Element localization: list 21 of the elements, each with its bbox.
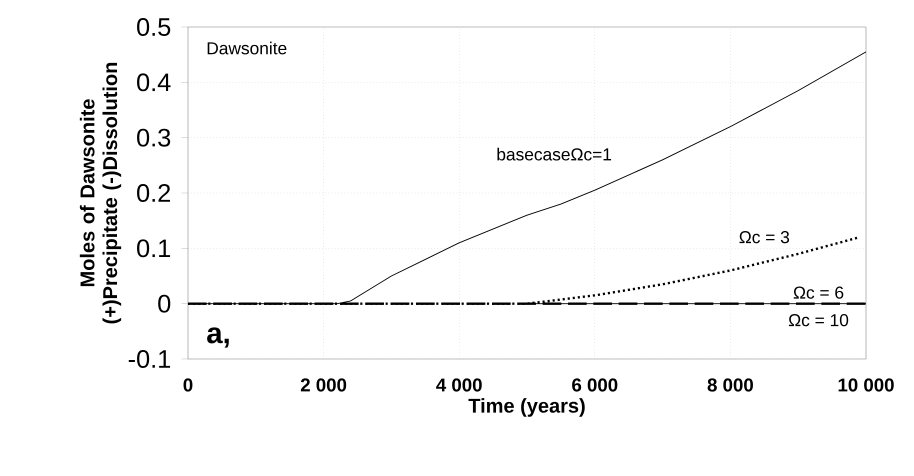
y-tick-label: 0.4 (137, 73, 171, 92)
x-tick-label: 2 000 (300, 378, 346, 392)
series-label: Ωc = 6 (794, 286, 844, 299)
x-axis-title: Time (years) (468, 398, 585, 417)
x-tick-label: 0 (184, 378, 192, 392)
y-tick-label: 0.3 (137, 128, 170, 147)
x-tick-label: 6 000 (572, 378, 618, 392)
x-tick-label: 10 000 (838, 378, 894, 392)
annotation: a, (207, 327, 229, 348)
y-tick-label: 0.2 (137, 184, 170, 202)
x-tick-label: 8 000 (708, 378, 753, 392)
y-axis-title: Moles of Dawsonite (+)Precipitate (-)Dissolution (80, 62, 122, 324)
y-tick-label: -0.1 (128, 350, 170, 368)
y-tick-label: 0.5 (137, 18, 170, 36)
y-tick-label: 0 (158, 294, 170, 313)
x-tick-label: 4 000 (436, 378, 482, 392)
annotation: Dawsonite (208, 42, 286, 54)
series-label: Ωc = 10 (788, 314, 848, 326)
series-label: basecaseΩc=1 (497, 148, 612, 161)
y-tick-label: 0.1 (137, 239, 170, 258)
series-label: Ωc = 3 (740, 231, 790, 244)
